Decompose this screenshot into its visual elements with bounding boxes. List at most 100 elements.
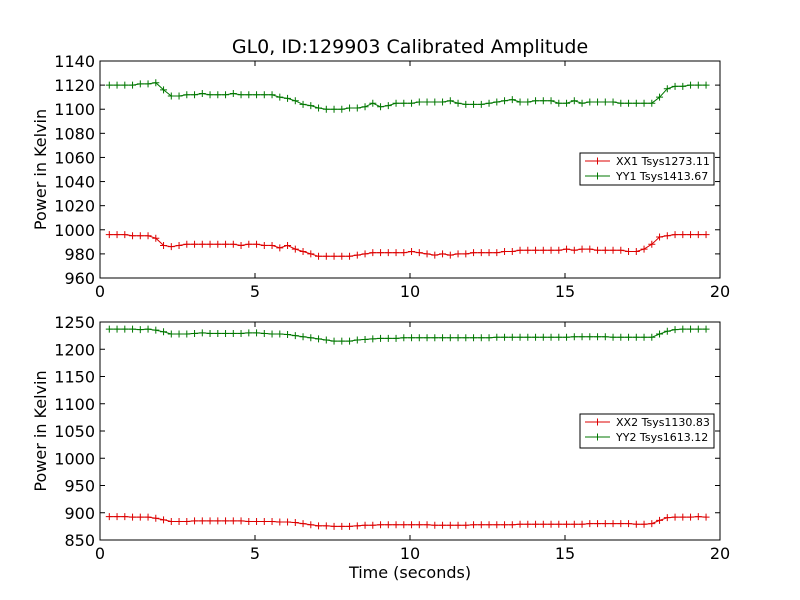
legend: XX2 Tsys1130.83 YY2 Tsys1613.12	[579, 413, 715, 449]
data-point-marker	[477, 249, 485, 257]
data-point-marker	[198, 329, 206, 337]
data-point-marker	[578, 99, 586, 107]
data-point-marker	[206, 329, 214, 337]
data-point-marker	[183, 240, 191, 248]
data-point-marker	[384, 334, 392, 342]
data-point-marker	[547, 246, 555, 254]
data-point-marker	[291, 332, 299, 340]
data-point-marker	[222, 329, 230, 337]
x-tick-label: 15	[555, 544, 575, 563]
data-point-marker	[578, 520, 586, 528]
series-yy-1	[105, 79, 710, 113]
data-point-marker	[586, 245, 594, 253]
y-tick-label: 1140	[54, 52, 95, 71]
data-point-marker	[322, 105, 330, 113]
y-tick-label: 960	[64, 269, 95, 288]
y-tick-label: 1060	[54, 148, 95, 167]
data-point-marker	[214, 517, 222, 525]
data-point-marker	[446, 521, 454, 529]
data-point-marker	[508, 247, 516, 255]
data-point-marker	[361, 335, 369, 343]
data-point-marker	[687, 513, 695, 521]
data-point-marker	[656, 516, 664, 524]
data-point-marker	[291, 519, 299, 527]
data-point-marker	[578, 333, 586, 341]
data-point-marker	[679, 82, 687, 90]
data-point-marker	[439, 98, 447, 106]
data-point-marker	[477, 334, 485, 342]
data-point-marker	[322, 252, 330, 260]
series-line	[109, 82, 707, 110]
data-point-marker	[260, 329, 268, 337]
data-point-marker	[431, 334, 439, 342]
data-point-marker	[377, 521, 385, 529]
data-point-marker	[253, 517, 261, 525]
data-point-marker	[191, 240, 199, 248]
data-point-marker	[369, 99, 377, 107]
data-point-marker	[671, 513, 679, 521]
data-point-marker	[454, 334, 462, 342]
data-point-marker	[578, 245, 586, 253]
data-point-marker	[144, 325, 152, 333]
data-point-marker	[222, 517, 230, 525]
data-point-marker	[532, 97, 540, 105]
data-point-marker	[663, 514, 671, 522]
data-point-marker	[408, 334, 416, 342]
data-point-marker	[539, 520, 547, 528]
data-point-marker	[167, 243, 175, 251]
data-point-marker	[415, 334, 423, 342]
data-point-marker	[586, 333, 594, 341]
x-tick-label: 5	[250, 282, 260, 301]
data-point-marker	[253, 240, 261, 248]
data-point-marker	[222, 240, 230, 248]
data-point-marker	[516, 520, 524, 528]
data-point-marker	[284, 94, 292, 102]
data-point-marker	[299, 247, 307, 255]
y-tick-label: 850	[64, 531, 95, 550]
data-point-marker	[532, 246, 540, 254]
x-tick-label: 15	[555, 282, 575, 301]
data-point-marker	[291, 245, 299, 253]
data-point-marker	[299, 520, 307, 528]
data-point-marker	[175, 517, 183, 525]
data-point-marker	[322, 522, 330, 530]
data-point-marker	[330, 252, 338, 260]
data-point-marker	[671, 82, 679, 90]
data-point-marker	[663, 85, 671, 93]
data-point-marker	[609, 333, 617, 341]
data-point-marker	[485, 249, 493, 257]
data-point-marker	[508, 521, 516, 529]
legend-label: YY1 Tsys1413.67	[615, 170, 708, 183]
data-point-marker	[617, 333, 625, 341]
data-point-marker	[694, 81, 702, 89]
data-point-marker	[454, 250, 462, 258]
data-point-marker	[648, 520, 656, 528]
data-point-marker	[485, 99, 493, 107]
data-point-marker	[377, 249, 385, 257]
data-point-marker	[315, 522, 323, 530]
data-point-marker	[206, 91, 214, 99]
data-point-marker	[539, 246, 547, 254]
data-point-marker	[299, 100, 307, 108]
legend-box	[579, 413, 715, 449]
data-point-marker	[160, 328, 168, 336]
data-point-marker	[260, 91, 268, 99]
data-point-marker	[175, 330, 183, 338]
y-tick-label: 1100	[54, 100, 95, 119]
data-point-marker	[555, 333, 563, 341]
data-point-marker	[284, 331, 292, 339]
data-point-marker	[276, 330, 284, 338]
data-point-marker	[601, 246, 609, 254]
y-axis-label: Power in Kelvin	[31, 370, 50, 491]
data-point-marker	[415, 521, 423, 529]
data-point-marker	[493, 98, 501, 106]
data-point-marker	[291, 97, 299, 105]
data-point-marker	[353, 336, 361, 344]
data-point-marker	[206, 240, 214, 248]
data-point-marker	[516, 333, 524, 341]
series-line	[109, 328, 707, 342]
data-point-marker	[198, 90, 206, 98]
data-point-marker	[687, 81, 695, 89]
data-point-marker	[338, 252, 346, 260]
data-point-marker	[539, 333, 547, 341]
